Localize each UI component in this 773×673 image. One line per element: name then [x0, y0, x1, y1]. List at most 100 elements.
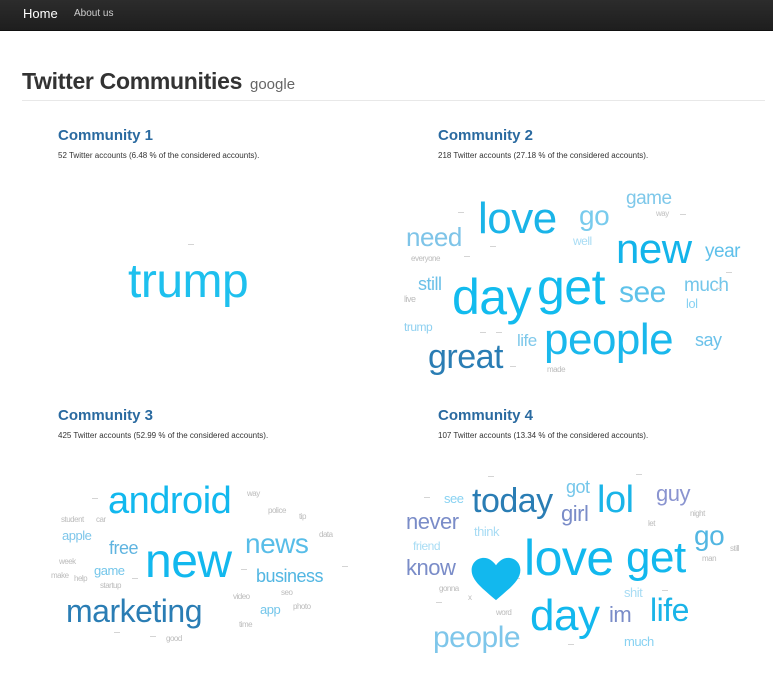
cloud-tick — [458, 212, 464, 213]
cloud-word: let — [648, 519, 655, 528]
cloud-word: see — [619, 276, 666, 309]
cloud-word: game — [94, 563, 125, 578]
cloud-word: gonna — [439, 584, 459, 593]
cloud-word: year — [705, 241, 740, 262]
cloud-word: game — [626, 188, 672, 209]
cloud-word: x — [468, 593, 472, 602]
cloud-word: lol — [597, 479, 634, 521]
cloud-word: news — [245, 528, 309, 559]
page-title: Twitter Communities — [22, 68, 243, 94]
community-description: 425 Twitter accounts (52.99 % of the con… — [58, 431, 269, 440]
cloud-word: help — [74, 574, 88, 583]
cloud-word: great — [428, 338, 504, 376]
cloud-word: lol — [686, 296, 698, 311]
cloud-tick — [424, 497, 430, 498]
cloud-word: today — [472, 482, 553, 520]
cloud-tick — [490, 246, 496, 247]
cloud-tick — [436, 602, 442, 603]
cloud-word: student — [61, 515, 84, 524]
cloud-word: time — [239, 620, 253, 629]
top-navbar: Home About us — [0, 0, 773, 31]
cloud-word: startup — [100, 581, 121, 590]
cloud-tick — [342, 566, 348, 567]
cloud-tick — [150, 636, 156, 637]
cloud-word: tip — [299, 512, 306, 521]
cloud-word: know — [406, 555, 456, 580]
cloud-word: trump — [404, 320, 433, 334]
cloud-word: love — [478, 194, 557, 243]
cloud-word: say — [695, 330, 722, 350]
cloud-word: word — [496, 608, 512, 617]
cloud-tick — [510, 366, 516, 367]
cloud-word: new — [145, 535, 232, 588]
cloud-tick — [241, 569, 247, 570]
cloud-word: trump — [128, 255, 249, 308]
heart-icon — [471, 557, 521, 601]
community-description: 52 Twitter accounts (6.48 % of the consi… — [58, 151, 260, 160]
cloud-word: life — [517, 331, 537, 350]
cloud-tick — [496, 332, 502, 333]
cloud-word: police — [268, 506, 286, 515]
cloud-word: got — [566, 477, 590, 497]
cloud-tick — [92, 498, 98, 499]
cloud-tick — [680, 214, 686, 215]
cloud-word: everyone — [411, 254, 440, 263]
cloud-word: people — [433, 621, 521, 654]
cloud-tick — [132, 578, 138, 579]
cloud-word: go — [694, 520, 725, 551]
cloud-tick — [726, 272, 732, 273]
nav-home-link[interactable]: Home — [23, 6, 58, 21]
page-header: Twitter Communities google — [22, 66, 765, 101]
cloud-word: night — [690, 509, 705, 518]
cloud-word: girl — [561, 501, 589, 526]
word-cloud-community-1: trump — [40, 180, 370, 380]
cloud-tick — [464, 256, 470, 257]
cloud-word: much — [624, 634, 654, 649]
cloud-word: business — [256, 566, 324, 586]
cloud-word: still — [418, 274, 442, 294]
cloud-word: still — [730, 544, 740, 553]
community-title: Community 3 — [58, 407, 154, 424]
word-cloud-community-2: love go game way need well new year ever… — [400, 180, 770, 390]
community-title: Community 1 — [58, 127, 154, 144]
cloud-tick — [488, 476, 494, 477]
cloud-word: made — [547, 365, 566, 374]
cloud-word: never — [406, 509, 459, 534]
cloud-word: love — [524, 530, 614, 586]
cloud-word: make — [51, 571, 69, 580]
cloud-word: free — [109, 538, 139, 558]
cloud-word: way — [656, 209, 669, 218]
cloud-tick — [188, 244, 194, 245]
word-cloud-community-4: got see today girl lol guy night never t… — [400, 470, 770, 665]
community-description: 218 Twitter accounts (27.18 % of the con… — [438, 151, 649, 160]
cloud-word: week — [59, 557, 76, 566]
cloud-word: app — [260, 602, 281, 617]
cloud-word: marketing — [66, 593, 203, 629]
cloud-tick — [636, 474, 642, 475]
page-subtitle: google — [250, 76, 296, 93]
cloud-word: life — [650, 592, 689, 628]
cloud-word: good — [166, 634, 182, 643]
cloud-word: go — [579, 200, 610, 231]
cloud-word: man — [702, 554, 717, 563]
cloud-word: guy — [656, 481, 690, 506]
cloud-tick — [114, 632, 120, 633]
cloud-word: seo — [281, 588, 293, 597]
nav-about-link[interactable]: About us — [74, 8, 114, 19]
cloud-word: car — [96, 515, 106, 524]
cloud-tick — [716, 288, 722, 289]
community-title: Community 4 — [438, 407, 534, 424]
cloud-word: well — [573, 234, 592, 248]
cloud-word: way — [247, 489, 260, 498]
cloud-word: apple — [62, 528, 92, 543]
cloud-word: day — [530, 591, 600, 640]
community-title: Community 2 — [438, 127, 534, 144]
cloud-word: android — [108, 480, 232, 522]
cloud-word: live — [404, 294, 416, 304]
community-description: 107 Twitter accounts (13.34 % of the con… — [438, 431, 649, 440]
cloud-word: much — [684, 275, 729, 296]
cloud-word: video — [233, 592, 250, 601]
cloud-word: friend — [413, 539, 441, 553]
cloud-word: shit — [624, 585, 643, 600]
cloud-word: people — [544, 315, 674, 364]
